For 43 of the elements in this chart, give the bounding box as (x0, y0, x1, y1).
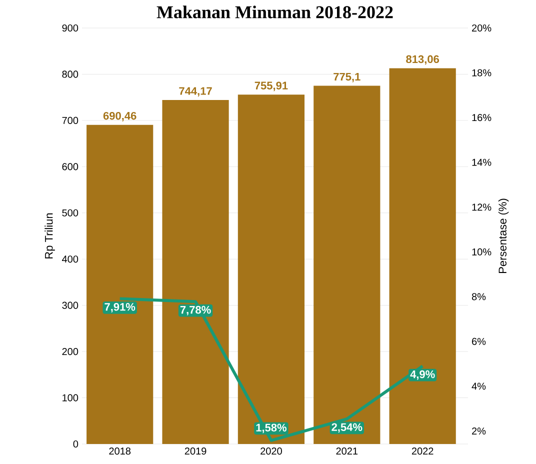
data-label: 744,17 (179, 87, 212, 97)
y2-tick-label: 6% (472, 338, 486, 345)
y2-tick-label: 4% (472, 382, 486, 390)
y-tick-label: 300 (62, 302, 78, 309)
y2-tick-label: 14% (472, 158, 492, 166)
y-axis-title: Rp Triliun (44, 213, 55, 258)
data-label: 775,1 (334, 72, 360, 82)
y-tick-label: 500 (62, 209, 78, 216)
y-tick-label: 200 (62, 348, 78, 356)
data-label: 813,06 (406, 55, 440, 65)
bar (162, 100, 229, 444)
y2-tick-label: 20% (472, 24, 492, 32)
x-tick-label: 2021 (336, 448, 358, 455)
y2-tick-label: 18% (472, 69, 492, 76)
y2-axis-title: Persentase (%) (498, 198, 509, 273)
data-label: 7,78% (180, 306, 211, 316)
x-tick-label: 2018 (109, 448, 131, 455)
y2-tick-label: 12% (472, 204, 492, 211)
y-tick-label: 700 (62, 116, 78, 124)
y-tick-label: 600 (62, 163, 78, 170)
data-label: 4,9% (410, 370, 435, 380)
y-tick-label: 100 (62, 394, 78, 402)
y2-tick-label: 16% (472, 114, 492, 122)
bar (389, 68, 456, 444)
data-label: 2,54% (332, 423, 362, 433)
x-tick-label: 2019 (184, 448, 206, 455)
data-label: 1,58% (256, 424, 287, 434)
y2-tick-label: 2% (472, 427, 486, 435)
bar (314, 86, 380, 444)
y-tick-label: 400 (62, 256, 78, 263)
chart-title: Makanan Minuman 2018-2022 (156, 6, 393, 18)
y2-tick-label: 10% (472, 248, 492, 256)
data-label: 755,91 (254, 82, 288, 92)
bar (238, 94, 305, 444)
data-label: 690,46 (103, 112, 136, 122)
x-tick-label: 2022 (412, 448, 434, 455)
y-tick-label: 0 (73, 440, 78, 448)
y-tick-label: 800 (62, 70, 78, 78)
x-tick-label: 2020 (260, 448, 282, 455)
bar (86, 124, 154, 444)
y2-tick-label: 8% (472, 293, 486, 300)
data-label: 7,91% (104, 303, 136, 312)
y-tick-label: 900 (62, 24, 78, 32)
